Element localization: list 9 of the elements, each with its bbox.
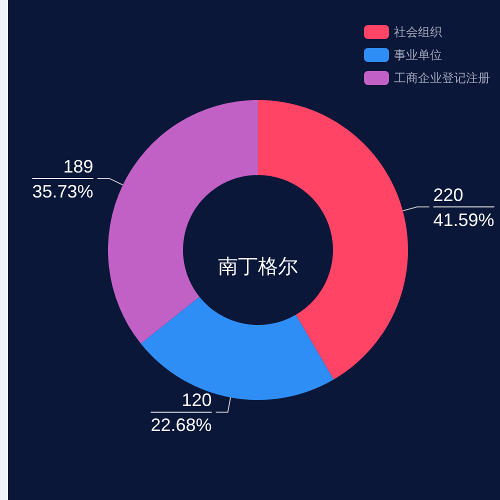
data-label: 189 35.73% — [32, 156, 94, 202]
legend-label: 社会组织 — [394, 25, 442, 39]
donut-slice — [258, 100, 408, 380]
legend-label: 工商企业登记注册 — [394, 71, 490, 85]
text: 南丁格尔 — [218, 256, 298, 278]
legend-label: 事业单位 — [394, 48, 442, 62]
donut-slice — [108, 100, 258, 344]
data-label: 220 41.59% — [433, 184, 494, 230]
data-label: 120 22.68% — [150, 390, 212, 436]
